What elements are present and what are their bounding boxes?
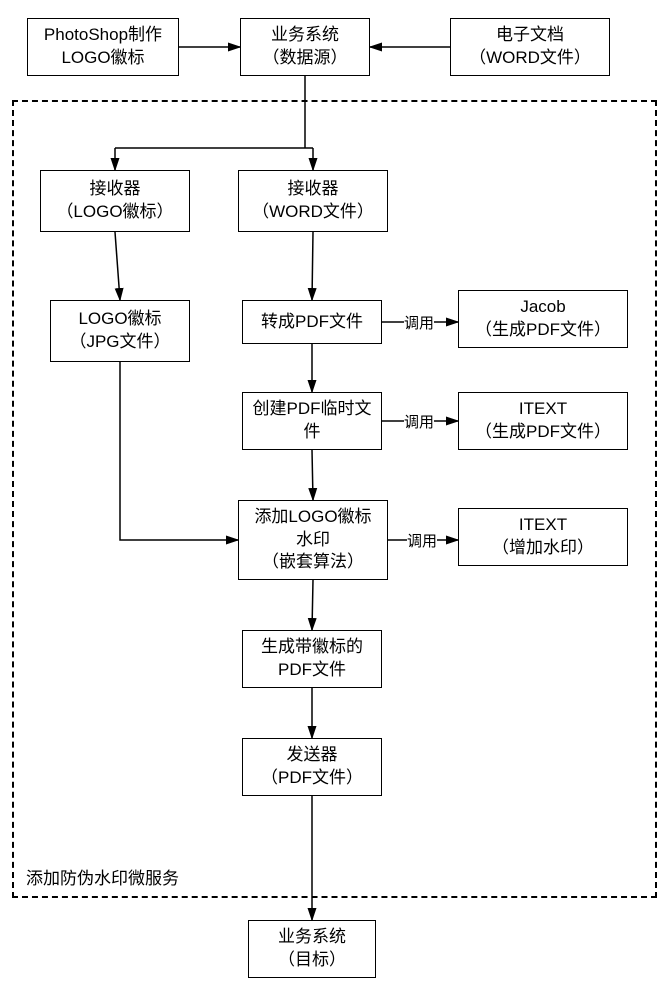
node-line: （目标） [278, 949, 346, 972]
node-target: 业务系统（目标） [248, 920, 376, 978]
node-edoc: 电子文档（WORD文件） [450, 18, 610, 76]
node-line: （WORD文件） [469, 47, 591, 70]
call-label: 调用 [407, 530, 437, 551]
node-line: 电子文档 [496, 24, 564, 47]
microservice-boundary [12, 100, 657, 898]
node-line: （数据源） [263, 47, 348, 70]
node-line: PhotoShop制作 [44, 24, 162, 47]
node-line: 业务系统 [271, 24, 339, 47]
node-photoshop: PhotoShop制作LOGO徽标 [27, 18, 179, 76]
node-line: LOGO徽标 [61, 47, 144, 70]
node-bizsys: 业务系统（数据源） [240, 18, 370, 76]
call-label: 调用 [404, 312, 434, 333]
node-line: 业务系统 [278, 926, 346, 949]
microservice-label: 添加防伪水印微服务 [24, 864, 181, 889]
call-label: 调用 [404, 411, 434, 432]
